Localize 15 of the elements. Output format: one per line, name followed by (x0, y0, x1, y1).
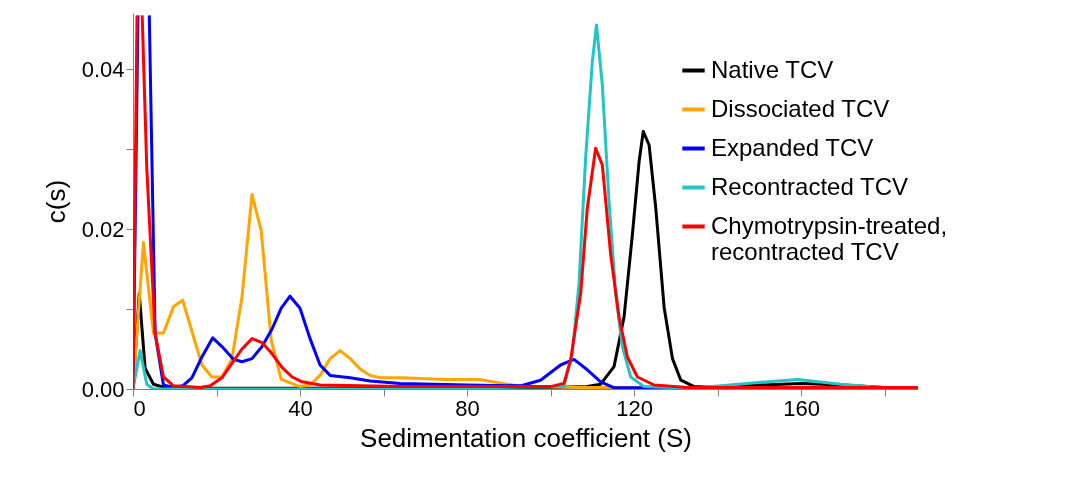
legend-label: Native TCV (711, 55, 834, 83)
legend-label: Chymotrypsin-treated, recontracted TCV (711, 211, 948, 265)
x-tick-label: 120 (616, 395, 653, 421)
y-tick-label: 0.04 (81, 56, 125, 82)
x-tick-label: 80 (455, 395, 480, 421)
legend-label: Expanded TCV (711, 133, 874, 161)
x-tick-label: 160 (783, 395, 820, 421)
y-tick-label: 0.02 (81, 216, 125, 242)
legend-label: Recontracted TCV (711, 172, 908, 200)
legend-label: Dissociated TCV (711, 94, 890, 122)
x-axis-title: Sedimentation coefficient (S) (360, 422, 692, 453)
y-axis-title: c(s) (40, 179, 71, 224)
y-tick-label: 0.00 (81, 376, 125, 402)
x-tick-label: 0 (133, 395, 146, 421)
x-tick-label: 40 (288, 395, 313, 421)
